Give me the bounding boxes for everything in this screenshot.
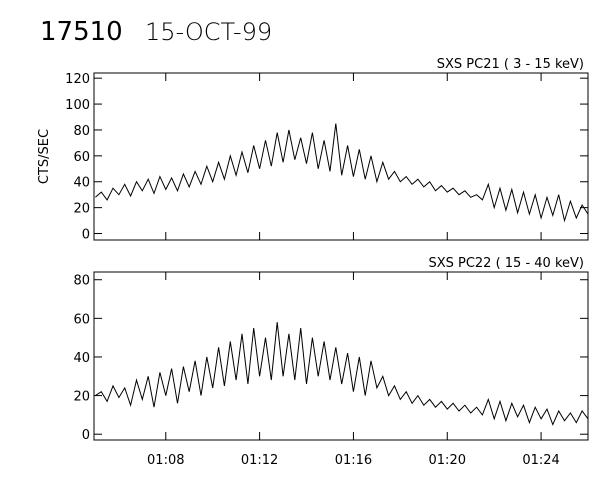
x-tick-label: 01:12 <box>241 453 278 468</box>
y-tick-label: 20 <box>73 390 90 405</box>
panel-title: SXS PC22 ( 15 - 40 keV) <box>428 256 584 271</box>
y-tick-label: 100 <box>65 98 90 113</box>
observation-id: 17510 <box>40 17 123 47</box>
panel-title: SXS PC21 ( 3 - 15 keV) <box>437 57 584 72</box>
plot-frame <box>93 271 589 441</box>
y-tick-label: 80 <box>73 124 90 139</box>
y-axis-label: CTS/SEC <box>37 129 52 184</box>
plot-frame <box>93 72 589 241</box>
data-line <box>95 123 589 223</box>
y-tick-label: 0 <box>82 428 90 443</box>
y-tick-label: 40 <box>73 351 90 366</box>
observation-date: 15-OCT-99 <box>145 18 272 46</box>
data-line <box>95 322 589 426</box>
x-tick-label: 01:08 <box>147 453 184 468</box>
y-tick-label: 60 <box>73 312 90 327</box>
y-tick-label: 40 <box>73 176 90 191</box>
y-tick-label: 60 <box>73 150 90 165</box>
y-tick-label: 20 <box>73 202 90 217</box>
y-tick-label: 120 <box>65 72 90 87</box>
y-tick-label: 0 <box>82 228 90 243</box>
x-tick-label: 01:24 <box>522 453 559 468</box>
y-tick-label: 80 <box>73 274 90 289</box>
x-tick-label: 01:16 <box>335 453 372 468</box>
x-tick-label: 01:20 <box>429 453 466 468</box>
